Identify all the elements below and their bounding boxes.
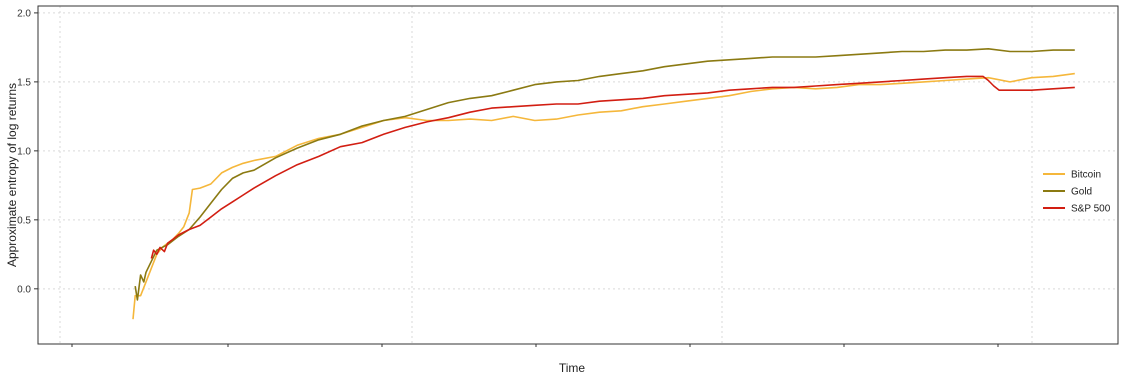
legend-label: S&P 500 [1071, 204, 1111, 215]
series-line-s-p-500 [150, 75, 1075, 259]
grid-lines [38, 6, 1118, 344]
legend-label: Bitcoin [1071, 170, 1101, 181]
plot-border [37, 5, 1119, 345]
x-axis [71, 344, 999, 347]
y-axis: 0.0 0.5 1.0 1.5 2.0 [17, 8, 38, 295]
series-lines [132, 48, 1075, 320]
series-line-bitcoin [132, 72, 1075, 320]
y-tick-label: 0.0 [17, 284, 31, 295]
y-tick-label: 1.0 [17, 146, 31, 157]
y-tick-label: 1.5 [17, 77, 31, 88]
y-axis-title: Approximate entropy of log returns [5, 83, 19, 267]
legend: Bitcoin Gold S&P 500 [1043, 170, 1111, 215]
y-tick-label: 0.5 [17, 215, 31, 226]
x-axis-title: Time [559, 361, 586, 375]
y-tick-label: 2.0 [17, 8, 31, 19]
legend-label: Gold [1071, 187, 1092, 198]
